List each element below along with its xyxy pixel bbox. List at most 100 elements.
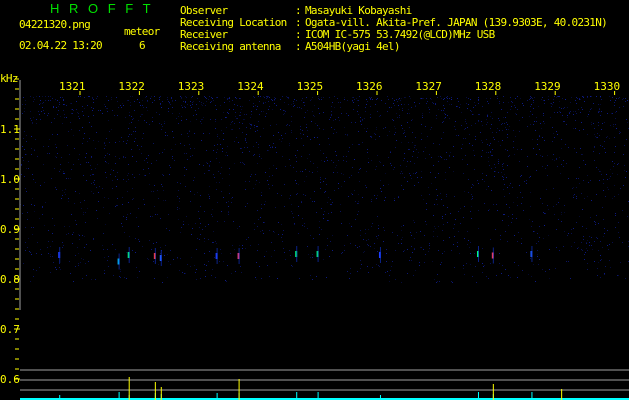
noise-pixel xyxy=(601,259,602,260)
noise-pixel xyxy=(401,142,402,143)
noise-pixel xyxy=(365,107,366,108)
noise-pixel xyxy=(123,216,124,217)
noise-pixel xyxy=(62,123,63,124)
noise-pixel xyxy=(217,221,218,222)
noise-pixel xyxy=(467,127,468,128)
noise-pixel xyxy=(471,125,472,126)
noise-pixel xyxy=(520,98,521,99)
noise-pixel xyxy=(537,254,538,255)
noise-pixel xyxy=(130,102,131,103)
noise-pixel xyxy=(317,125,318,126)
noise-pixel xyxy=(118,107,119,108)
noise-pixel xyxy=(569,112,570,113)
noise-pixel xyxy=(473,107,474,108)
noise-pixel xyxy=(184,273,185,274)
noise-pixel xyxy=(235,271,236,272)
noise-pixel xyxy=(436,118,437,119)
noise-pixel xyxy=(287,97,288,98)
noise-pixel xyxy=(486,119,487,120)
noise-pixel xyxy=(193,101,194,102)
noise-pixel xyxy=(588,182,589,183)
noise-pixel xyxy=(454,236,455,237)
noise-pixel xyxy=(143,107,144,108)
noise-pixel xyxy=(256,142,257,143)
noise-pixel xyxy=(78,234,79,235)
noise-pixel xyxy=(127,175,128,176)
noise-pixel xyxy=(194,133,195,134)
noise-pixel xyxy=(208,99,209,100)
noise-pixel xyxy=(385,127,386,128)
noise-pixel xyxy=(201,140,202,141)
noise-pixel xyxy=(517,197,518,198)
noise-pixel xyxy=(380,188,381,189)
noise-pixel xyxy=(63,110,64,111)
noise-pixel xyxy=(358,211,359,212)
noise-pixel xyxy=(281,195,282,196)
noise-pixel xyxy=(254,229,255,230)
noise-pixel xyxy=(371,199,372,200)
noise-pixel xyxy=(615,215,616,216)
noise-pixel xyxy=(446,152,447,153)
noise-pixel xyxy=(274,250,275,251)
noise-pixel xyxy=(145,175,146,176)
noise-pixel xyxy=(498,172,499,173)
noise-pixel xyxy=(185,273,186,274)
noise-pixel xyxy=(156,160,157,161)
noise-pixel xyxy=(432,102,433,103)
noise-pixel xyxy=(600,277,601,278)
noise-pixel xyxy=(466,123,467,124)
noise-pixel xyxy=(430,129,431,130)
noise-pixel xyxy=(488,161,489,162)
noise-pixel xyxy=(285,133,286,134)
noise-pixel xyxy=(397,101,398,102)
noise-pixel xyxy=(491,124,492,125)
noise-pixel xyxy=(259,101,260,102)
noise-pixel xyxy=(240,106,241,107)
noise-pixel xyxy=(451,250,452,251)
noise-pixel xyxy=(64,104,65,105)
noise-pixel xyxy=(82,111,83,112)
noise-pixel xyxy=(222,178,223,179)
noise-pixel xyxy=(55,187,56,188)
noise-pixel xyxy=(219,261,220,262)
noise-pixel xyxy=(606,137,607,138)
noise-pixel xyxy=(198,108,199,109)
noise-pixel xyxy=(362,119,363,120)
noise-pixel xyxy=(343,160,344,161)
noise-pixel xyxy=(260,231,261,232)
noise-pixel xyxy=(108,198,109,199)
noise-pixel xyxy=(33,97,34,98)
noise-pixel xyxy=(378,228,379,229)
noise-pixel xyxy=(209,196,210,197)
noise-pixel xyxy=(444,159,445,160)
noise-pixel xyxy=(512,102,513,103)
noise-pixel xyxy=(123,141,124,142)
noise-pixel xyxy=(514,154,515,155)
noise-pixel xyxy=(23,160,24,161)
noise-pixel xyxy=(290,255,291,256)
noise-pixel xyxy=(184,167,185,168)
noise-pixel xyxy=(527,100,528,101)
noise-pixel xyxy=(340,107,341,108)
noise-pixel xyxy=(287,124,288,125)
noise-pixel xyxy=(138,208,139,209)
noise-pixel xyxy=(514,105,515,106)
noise-pixel xyxy=(331,115,332,116)
app-title: H R O F F T xyxy=(50,1,154,16)
noise-pixel xyxy=(376,264,377,265)
noise-pixel xyxy=(214,177,215,178)
noise-pixel xyxy=(401,239,402,240)
noise-pixel xyxy=(381,191,382,192)
noise-pixel xyxy=(467,244,468,245)
noise-pixel xyxy=(180,143,181,144)
noise-pixel xyxy=(193,115,194,116)
noise-pixel xyxy=(489,209,490,210)
noise-pixel xyxy=(422,117,423,118)
noise-pixel xyxy=(536,170,537,171)
noise-pixel xyxy=(415,137,416,138)
noise-pixel xyxy=(386,261,387,262)
noise-pixel xyxy=(303,194,304,195)
noise-pixel xyxy=(593,103,594,104)
noise-pixel xyxy=(45,96,46,97)
noise-pixel xyxy=(327,160,328,161)
